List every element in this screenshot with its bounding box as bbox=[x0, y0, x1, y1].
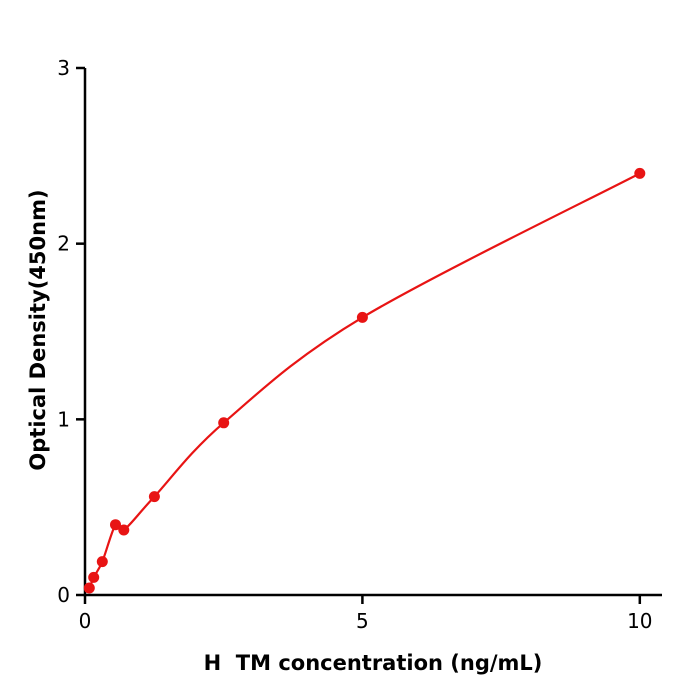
y-tick-label: 1 bbox=[57, 407, 70, 431]
fitted-curve bbox=[84, 172, 641, 593]
data-point bbox=[356, 311, 368, 323]
data-point bbox=[218, 417, 230, 429]
data-point bbox=[148, 491, 160, 503]
x-axis-label: H TM concentration (ng/mL) bbox=[203, 651, 543, 675]
data-point bbox=[88, 571, 100, 583]
y-tick-label: 0 bbox=[57, 583, 70, 607]
y-tick-label: 2 bbox=[57, 232, 70, 256]
data-point bbox=[118, 524, 130, 536]
data-point bbox=[96, 556, 108, 568]
x-tick-label: 10 bbox=[627, 609, 652, 633]
data-point bbox=[110, 519, 121, 531]
x-tick-label: 5 bbox=[356, 609, 369, 633]
y-tick-label: 3 bbox=[57, 56, 70, 80]
axes-spines bbox=[83, 68, 662, 597]
x-tick-label: 0 bbox=[79, 609, 92, 633]
y-axis-label: Optical Density(450nm) bbox=[26, 189, 50, 471]
data-point bbox=[634, 167, 646, 179]
data-point bbox=[83, 582, 95, 594]
